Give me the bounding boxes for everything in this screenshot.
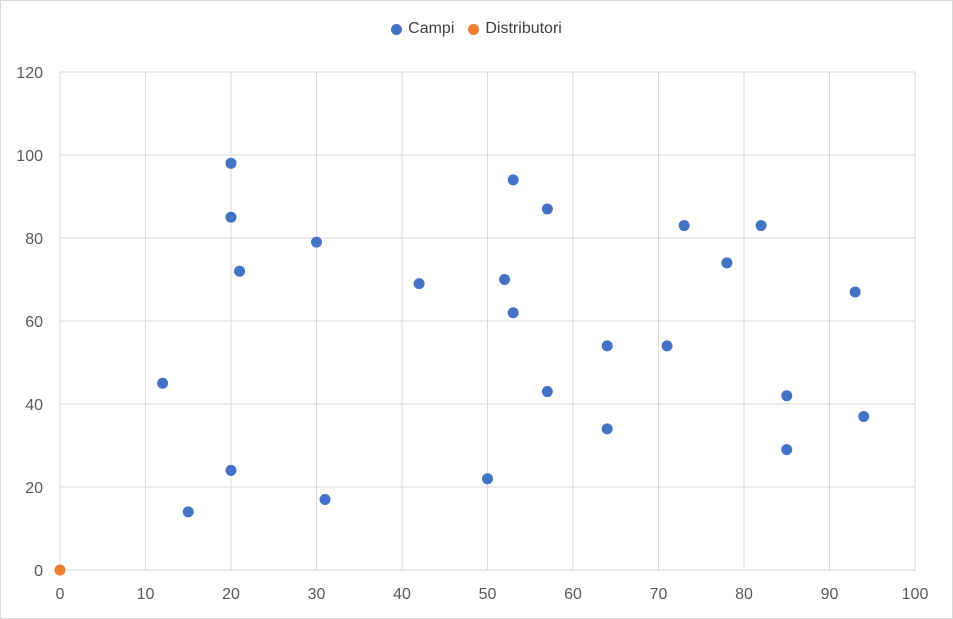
x-tick-label: 40	[393, 586, 411, 603]
y-tick-label: 20	[25, 480, 43, 497]
data-point-campi	[225, 464, 237, 476]
legend-marker-campi	[391, 23, 403, 35]
x-tick-label: 90	[821, 586, 839, 603]
legend-entry-campi: Campi	[391, 20, 454, 38]
data-point-campi	[781, 390, 793, 402]
legend-marker-distributori	[468, 23, 480, 35]
legend-label-distributori: Distributori	[485, 20, 562, 37]
y-tick-label: 60	[25, 314, 43, 331]
legend-label-campi: Campi	[408, 20, 455, 37]
x-tick-label: 100	[902, 586, 929, 603]
data-point-campi	[225, 211, 237, 223]
x-tick-label: 0	[56, 586, 65, 603]
data-point-distributori	[54, 564, 66, 576]
data-point-campi	[234, 265, 246, 277]
data-point-campi	[541, 203, 553, 215]
y-tick-label: 0	[34, 563, 43, 580]
x-tick-label: 70	[650, 586, 668, 603]
data-point-campi	[849, 286, 861, 298]
legend-entry-distributori: Distributori	[468, 20, 562, 38]
data-point-campi	[157, 377, 169, 389]
x-tick-label: 30	[308, 586, 326, 603]
legend: Campi Distributori	[0, 20, 953, 38]
data-point-campi	[781, 444, 793, 456]
data-point-campi	[678, 220, 690, 232]
data-point-campi	[601, 423, 613, 435]
y-tick-label: 100	[16, 148, 43, 165]
x-tick-label: 60	[564, 586, 582, 603]
data-point-campi	[721, 257, 733, 269]
data-point-campi	[541, 386, 553, 398]
y-tick-label: 120	[16, 65, 43, 82]
y-tick-label: 80	[25, 231, 43, 248]
data-point-campi	[507, 307, 519, 319]
x-tick-label: 80	[735, 586, 753, 603]
x-tick-label: 50	[479, 586, 497, 603]
data-point-campi	[499, 274, 511, 285]
x-tick-label: 10	[137, 586, 155, 603]
data-point-campi	[755, 220, 767, 232]
y-tick-label: 40	[25, 397, 43, 414]
data-point-campi	[319, 493, 331, 505]
x-tick-label: 20	[222, 586, 240, 603]
data-point-campi	[413, 278, 425, 290]
data-point-campi	[225, 157, 237, 169]
data-point-campi	[182, 506, 194, 518]
data-point-campi	[858, 410, 870, 422]
data-point-campi	[661, 340, 673, 352]
data-point-campi	[482, 473, 493, 485]
data-point-campi	[507, 174, 519, 186]
data-point-campi	[311, 236, 322, 248]
data-point-campi	[601, 340, 613, 352]
